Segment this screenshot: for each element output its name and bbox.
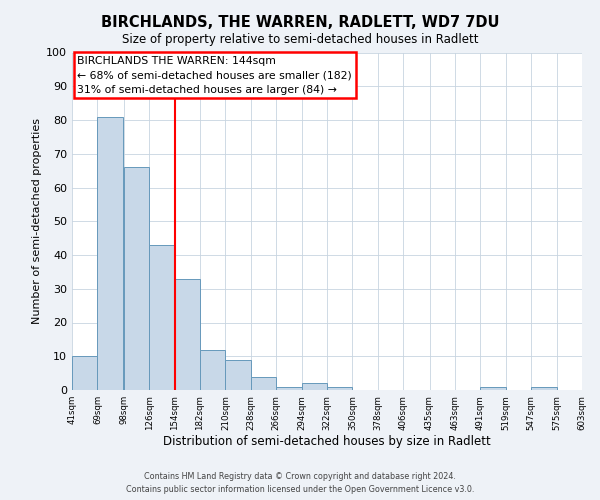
Bar <box>582 386 600 390</box>
Bar <box>72 356 97 390</box>
Bar <box>97 116 123 390</box>
Text: BIRCHLANDS, THE WARREN, RADLETT, WD7 7DU: BIRCHLANDS, THE WARREN, RADLETT, WD7 7DU <box>101 15 499 30</box>
Bar <box>200 350 226 390</box>
Bar <box>481 386 506 390</box>
Bar <box>175 278 200 390</box>
Text: BIRCHLANDS THE WARREN: 144sqm
← 68% of semi-detached houses are smaller (182)
31: BIRCHLANDS THE WARREN: 144sqm ← 68% of s… <box>77 56 352 94</box>
Bar <box>149 245 175 390</box>
Bar <box>251 376 276 390</box>
Bar <box>276 386 302 390</box>
Bar <box>124 167 149 390</box>
Y-axis label: Number of semi-detached properties: Number of semi-detached properties <box>32 118 42 324</box>
Text: Size of property relative to semi-detached houses in Radlett: Size of property relative to semi-detach… <box>122 32 478 46</box>
Bar <box>226 360 251 390</box>
X-axis label: Distribution of semi-detached houses by size in Radlett: Distribution of semi-detached houses by … <box>163 436 491 448</box>
Bar <box>531 386 557 390</box>
Bar <box>302 383 327 390</box>
Text: Contains HM Land Registry data © Crown copyright and database right 2024.
Contai: Contains HM Land Registry data © Crown c… <box>126 472 474 494</box>
Bar <box>327 386 352 390</box>
